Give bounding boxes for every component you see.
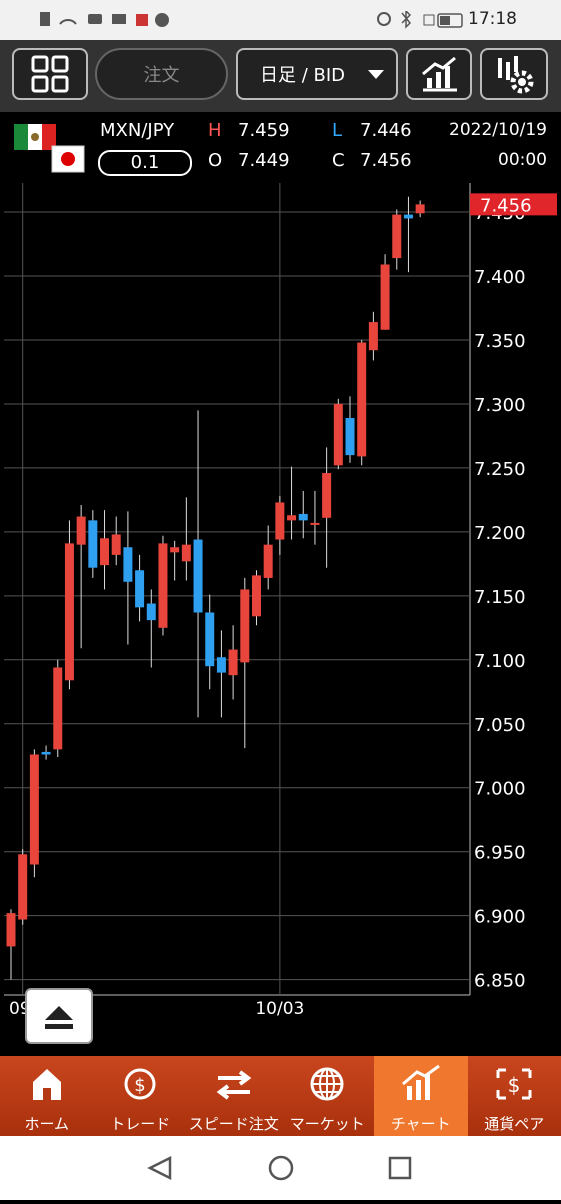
candle-body xyxy=(404,215,413,219)
nav-item[interactable]: チャート xyxy=(374,1056,468,1136)
y-tick-label: 6.850 xyxy=(474,971,526,992)
y-tick-label: 7.250 xyxy=(474,459,526,480)
system-nav xyxy=(0,1136,561,1200)
y-tick-label: 7.300 xyxy=(474,395,526,416)
nav-label: ホーム xyxy=(0,1113,94,1134)
candle-body xyxy=(30,754,39,864)
candle-body xyxy=(392,215,401,258)
nav-item[interactable]: スピード注文 xyxy=(187,1056,281,1136)
nav-label: 通貨ペア xyxy=(468,1113,561,1134)
candle-body xyxy=(322,473,331,518)
candle-body xyxy=(264,545,273,578)
nav-item[interactable]: ホーム xyxy=(0,1056,94,1136)
system-nav-icons xyxy=(0,1136,561,1200)
candle-body xyxy=(194,540,203,613)
nav-icon: $ xyxy=(118,1064,162,1104)
nav-item[interactable]: $ トレード xyxy=(94,1056,188,1136)
candle-body xyxy=(369,322,378,350)
candle-body xyxy=(299,514,308,520)
y-tick-label: 7.400 xyxy=(474,267,526,288)
y-tick-label: 6.950 xyxy=(474,843,526,864)
nav-icon xyxy=(305,1064,349,1104)
candle-body xyxy=(158,543,167,627)
y-tick-label: 7.350 xyxy=(474,331,526,352)
nav-icon xyxy=(399,1064,443,1104)
candle-body xyxy=(287,515,296,520)
nav-icon: $ xyxy=(492,1064,536,1104)
nav-icon xyxy=(25,1064,69,1104)
y-tick-label: 7.150 xyxy=(474,587,526,608)
x-tick-label: 10/03 xyxy=(255,999,304,1019)
candle-body xyxy=(252,575,261,616)
candle-body xyxy=(88,520,97,567)
svg-text:$: $ xyxy=(135,1075,146,1096)
nav-label: トレード xyxy=(94,1113,188,1134)
candle-body xyxy=(123,547,132,582)
candle-body xyxy=(135,570,144,607)
svg-text:$: $ xyxy=(508,1073,521,1097)
candle-body xyxy=(112,534,121,554)
collapse-button[interactable] xyxy=(25,988,93,1044)
y-tick-label: 7.050 xyxy=(474,715,526,736)
candlestick-chart: 6.850 6.900 6.950 7.000 7.050 7.100 7.150 7.200… xyxy=(0,0,561,1056)
candle-body xyxy=(310,523,319,525)
nav-label: チャート xyxy=(374,1113,468,1134)
candle-body xyxy=(170,547,179,552)
candle-body xyxy=(42,752,51,755)
candle-body xyxy=(357,343,366,457)
nav-label: スピード注文 xyxy=(187,1113,281,1134)
candle-body xyxy=(381,264,390,329)
y-tick-label: 7.100 xyxy=(474,651,526,672)
nav-item[interactable]: マーケット xyxy=(281,1056,375,1136)
candle-body xyxy=(147,604,156,621)
last-price-label: 7.456 xyxy=(480,195,532,216)
candle-body xyxy=(182,545,191,562)
candle-body xyxy=(205,612,214,666)
candle-body xyxy=(77,517,86,545)
bottom-nav: ホーム $ トレードスピード注文マーケットチャート $ 通貨ペア xyxy=(0,1056,561,1136)
nav-label: マーケット xyxy=(281,1113,375,1134)
candle-body xyxy=(346,418,355,455)
y-tick-label: 7.000 xyxy=(474,779,526,800)
candle-body xyxy=(65,543,74,680)
candle-body xyxy=(334,404,343,465)
y-tick-label: 6.900 xyxy=(474,907,526,928)
eject-icon xyxy=(27,990,91,1042)
candle-body xyxy=(100,538,109,565)
candle-body xyxy=(275,502,284,539)
candle-body xyxy=(18,854,27,919)
candle-body xyxy=(229,650,238,676)
nav-icon xyxy=(212,1064,256,1104)
nav-item[interactable]: $ 通貨ペア xyxy=(468,1056,561,1136)
candle-body xyxy=(53,667,62,749)
candle-body xyxy=(7,913,16,946)
y-tick-label: 7.200 xyxy=(474,523,526,544)
candle-body xyxy=(416,204,425,213)
candle-body xyxy=(217,657,226,672)
candle-body xyxy=(240,589,249,662)
